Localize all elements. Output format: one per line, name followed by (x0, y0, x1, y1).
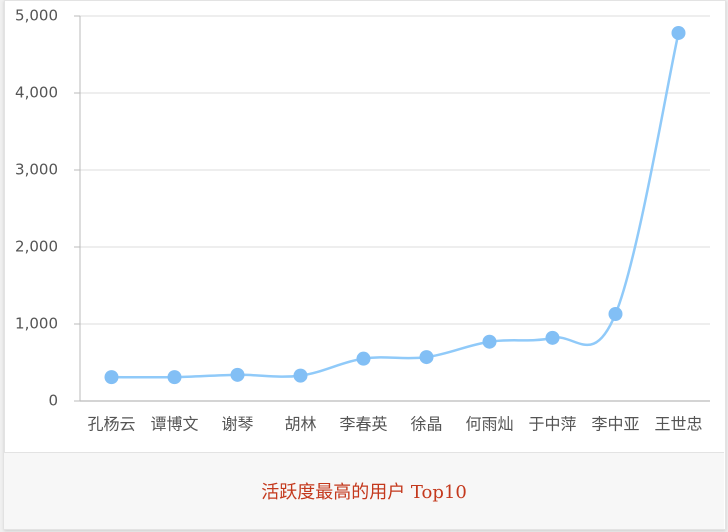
y-tick-label: 3,000 (15, 161, 58, 179)
x-tick-label: 何雨灿 (465, 415, 513, 434)
x-tick-label: 胡林 (284, 415, 316, 434)
marker (671, 25, 686, 40)
y-tick-label: 1,000 (15, 315, 58, 333)
marker (545, 330, 560, 345)
marker (356, 351, 371, 366)
line (111, 32, 680, 379)
x-tick-label: 徐晶 (410, 415, 442, 434)
chart-title: 活跃度最高的用户 Top10 (261, 482, 467, 503)
y-tick-label: 0 (48, 392, 58, 410)
x-tick-label: 李春英 (339, 415, 387, 434)
marker (608, 306, 623, 321)
x-tick-label: 于中萍 (528, 415, 576, 434)
x-tick-label: 谢琴 (221, 415, 253, 434)
y-tick-label: 2,000 (15, 238, 58, 256)
marker (230, 367, 245, 382)
y-tick-label: 4,000 (15, 84, 58, 102)
marker (167, 370, 182, 385)
chart: 0 1,000 2,000 3,000 4,000 5,000 孔杨云 谭博文 谢琴 胡林 李春英 徐… (15, 7, 710, 434)
card (4, 0, 726, 530)
marker (293, 368, 308, 383)
x-tick-label: 谭博文 (150, 415, 198, 434)
marker (104, 370, 119, 385)
footer: 活跃度最高的用户 Top10 (4, 452, 724, 529)
marker (482, 334, 497, 349)
x-tick-label: 孔杨云 (87, 415, 135, 434)
x-tick-label: 李中亚 (591, 415, 639, 434)
marker (419, 350, 434, 365)
x-tick-label: 王世忠 (654, 415, 702, 434)
y-tick-label: 5,000 (15, 7, 58, 25)
